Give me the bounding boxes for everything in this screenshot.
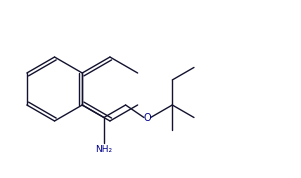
Text: NH₂: NH₂ — [95, 145, 113, 154]
Text: O: O — [144, 112, 151, 122]
